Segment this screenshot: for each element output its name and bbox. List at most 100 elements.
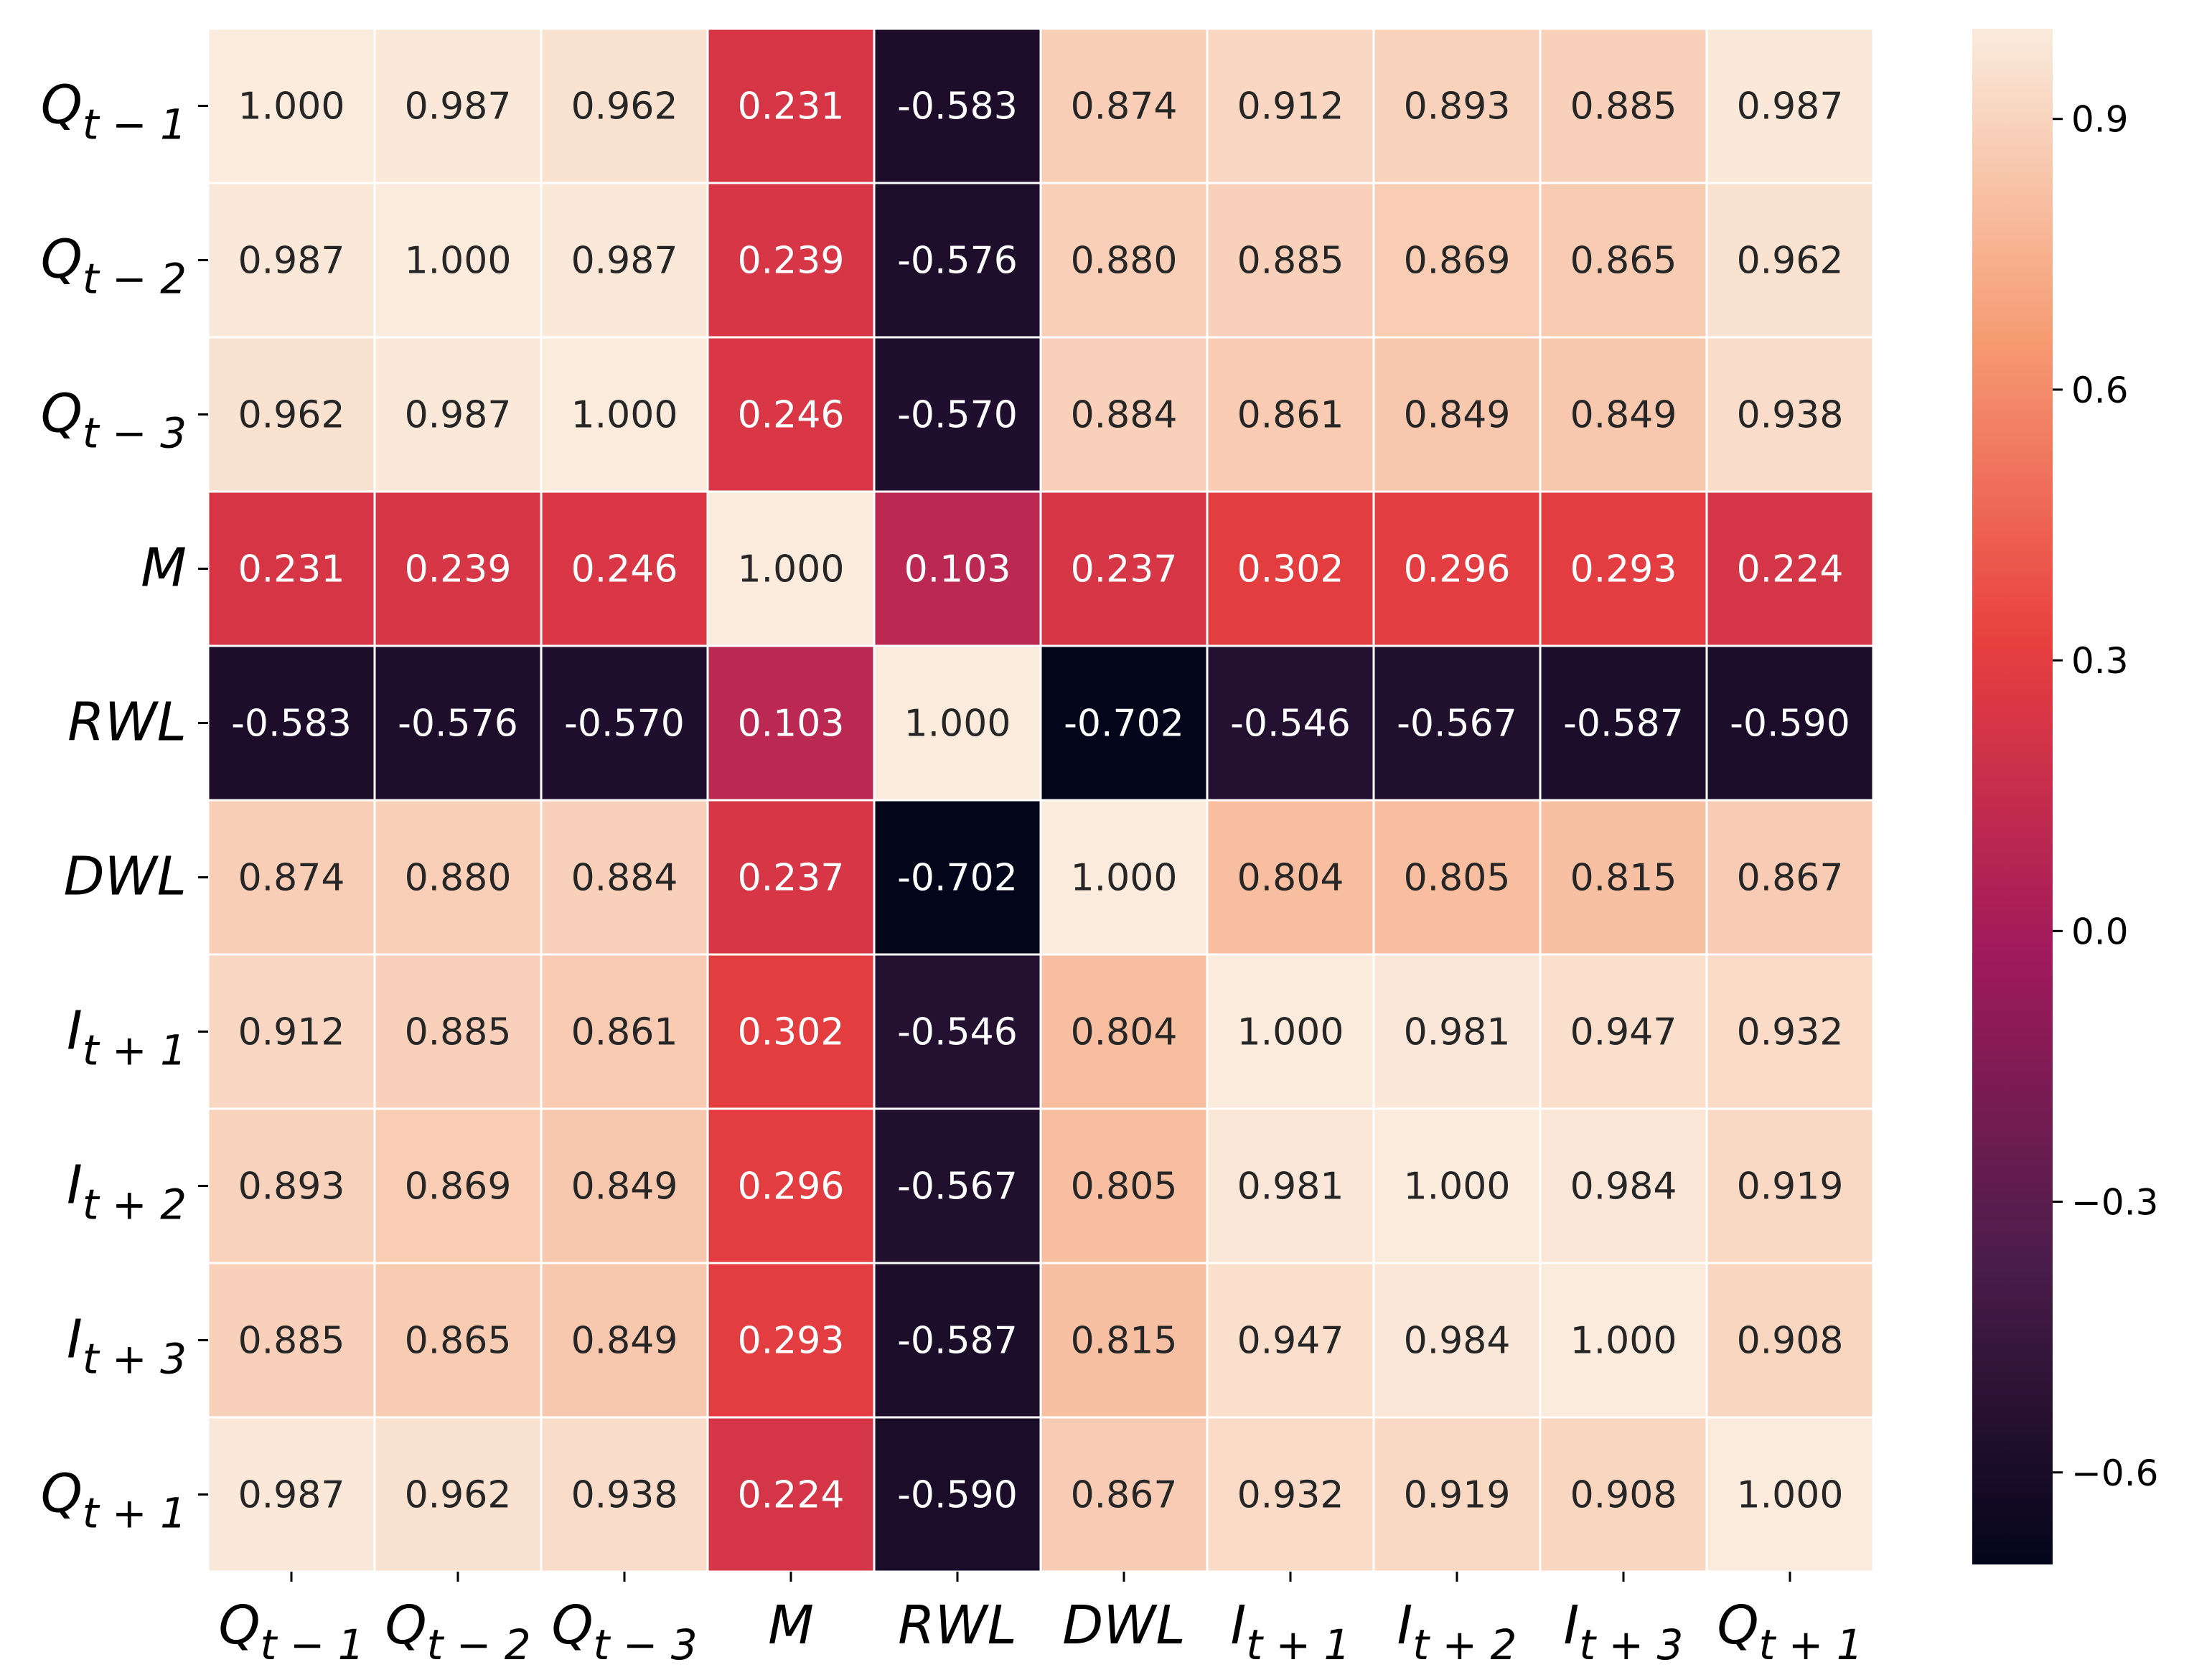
cell-value-label: 0.984: [1570, 1165, 1677, 1209]
cell-value-label: 1.000: [1737, 1474, 1844, 1517]
heatmap-cell-I_t+3-Q_t-1: [209, 1264, 374, 1417]
heatmap-cell-I_t+1-M: [708, 955, 873, 1108]
heatmap-cell-Q_t-3-Q_t+1: [1707, 338, 1872, 491]
colorbar-tick-label: −0.3: [2071, 1182, 2158, 1224]
cell-value-label: -0.567: [1397, 703, 1517, 746]
heatmap-cell-RWL-I_t+1: [1208, 647, 1373, 799]
heatmap-cell-M-Q_t-1: [209, 492, 374, 645]
cell-value-label: -0.587: [1563, 703, 1684, 746]
heatmap-cell-M-I_t+3: [1541, 492, 1706, 645]
cell-value-label: 0.919: [1404, 1474, 1511, 1517]
cell-value-label: 0.849: [1404, 394, 1511, 437]
x-tick-label-M: M: [768, 1595, 814, 1656]
colorbar-tick-label: 0.3: [2071, 640, 2129, 682]
x-tick-label-I_t+3: It + 3: [1564, 1595, 1684, 1669]
cell-value-label: 0.938: [571, 1474, 678, 1517]
heatmap-cell-Q_t-1-I_t+2: [1374, 29, 1539, 182]
cell-value-label: 0.103: [904, 548, 1011, 591]
cell-value-label: -0.590: [1730, 703, 1850, 746]
y-tick-label-Q_t-3: Qt − 3: [41, 383, 187, 458]
heatmap-cell-I_t+2-RWL: [875, 1109, 1040, 1262]
heatmap-cell-Q_t-2-I_t+1: [1208, 184, 1373, 337]
x-tick-label-Q_t-2: Qt − 2: [385, 1595, 530, 1669]
cell-value-label: 0.296: [738, 1165, 845, 1209]
x-axis-ticks: Qt − 1 Qt − 2 Qt − 3 M RWL DWL It + 1 It + 2 It …: [218, 1572, 1863, 1669]
heatmap-cell-Q_t-2-M: [708, 184, 873, 337]
heatmap-cell-DWL-DWL: [1041, 801, 1206, 954]
cell-value-label: 1.000: [1237, 1011, 1344, 1054]
heatmap-cell-DWL-M: [708, 801, 873, 954]
cell-value-label: 0.804: [1237, 857, 1344, 900]
cell-value-label: -0.583: [231, 703, 352, 746]
cell-value-label: 0.987: [405, 85, 512, 128]
cell-value-label: 0.885: [1570, 85, 1677, 128]
heatmap-cell-Q_t-2-Q_t-2: [375, 184, 540, 337]
cell-value-label: 0.919: [1737, 1165, 1844, 1209]
cell-value-label: 0.224: [738, 1474, 845, 1517]
x-tick-label-I_t+2: It + 2: [1397, 1595, 1517, 1669]
heatmap-cell-M-Q_t+1: [1707, 492, 1872, 645]
cell-value-label: 0.912: [238, 1011, 345, 1054]
cell-value-label: 0.103: [738, 703, 845, 746]
cell-value-label: -0.583: [897, 85, 1018, 128]
heatmap-cell-Q_t-2-Q_t+1: [1707, 184, 1872, 337]
cell-value-label: 0.815: [1570, 857, 1677, 900]
heatmap-cell-I_t+1-I_t+3: [1541, 955, 1706, 1108]
cell-value-label: 0.884: [571, 857, 678, 900]
cell-value-label: 0.861: [571, 1011, 678, 1054]
y-tick-label-Q_t+1: Qt + 1: [41, 1463, 187, 1538]
heatmap-cell-DWL-Q_t-1: [209, 801, 374, 954]
x-tick-label-Q_t-1: Qt − 1: [218, 1595, 364, 1669]
cell-value-label: 0.987: [238, 1474, 345, 1517]
cell-value-label: 0.815: [1071, 1320, 1178, 1363]
cell-value-label: 0.984: [1404, 1320, 1511, 1363]
heatmap-cell-Q_t-2-I_t+3: [1541, 184, 1706, 337]
heatmap-cell-M-Q_t-2: [375, 492, 540, 645]
cell-value-label: -0.570: [564, 703, 685, 746]
cell-value-label: -0.546: [1230, 703, 1351, 746]
cell-value-label: -0.587: [897, 1320, 1018, 1363]
heatmap-cell-I_t+2-I_t+1: [1208, 1109, 1373, 1262]
heatmap-cell-Q_t+1-DWL: [1041, 1418, 1206, 1571]
heatmap-cell-Q_t+1-M: [708, 1418, 873, 1571]
cell-value-label: -0.570: [897, 394, 1018, 437]
cell-value-label: -0.576: [398, 703, 518, 746]
heatmap-cell-I_t+1-DWL: [1041, 955, 1206, 1108]
cell-value-label: 0.962: [1737, 240, 1844, 283]
heatmap-cell-I_t+3-I_t+3: [1541, 1264, 1706, 1417]
heatmap-cell-Q_t-3-DWL: [1041, 338, 1206, 491]
cell-value-label: 0.893: [238, 1165, 345, 1209]
cell-value-label: 0.962: [405, 1474, 512, 1517]
cell-value-label: 1.000: [571, 394, 678, 437]
cell-value-label: 0.908: [1737, 1320, 1844, 1363]
cell-value-label: 1.000: [405, 240, 512, 283]
heatmap-cell-Q_t-3-Q_t-2: [375, 338, 540, 491]
cell-value-label: 1.000: [1570, 1320, 1677, 1363]
heatmap-cell-I_t+3-Q_t-2: [375, 1264, 540, 1417]
cell-value-label: 0.885: [1237, 240, 1344, 283]
cell-value-label: 0.246: [571, 548, 678, 591]
heatmap-cell-I_t+1-I_t+1: [1208, 955, 1373, 1108]
heatmap-cell-Q_t+1-Q_t+1: [1707, 1418, 1872, 1571]
cell-value-label: 0.987: [571, 240, 678, 283]
heatmap-cell-Q_t-1-I_t+3: [1541, 29, 1706, 182]
colorbar-tick-label: 0.6: [2071, 370, 2129, 411]
cell-value-label: 0.804: [1071, 1011, 1178, 1054]
heatmap-cell-I_t+3-RWL: [875, 1264, 1040, 1417]
cell-value-label: 0.239: [405, 548, 512, 591]
heatmap-cell-Q_t-3-Q_t-3: [542, 338, 707, 491]
heatmap-cell-Q_t-1-Q_t-2: [375, 29, 540, 182]
cell-value-label: 0.987: [405, 394, 512, 437]
heatmap-cell-Q_t-3-RWL: [875, 338, 1040, 491]
cell-value-label: 0.849: [1570, 394, 1677, 437]
heatmap-cell-DWL-I_t+1: [1208, 801, 1373, 954]
heatmap-cell-I_t+3-I_t+1: [1208, 1264, 1373, 1417]
cell-value-label: 0.849: [571, 1165, 678, 1209]
cell-value-label: 0.987: [238, 240, 345, 283]
heatmap-cell-Q_t-3-Q_t-1: [209, 338, 374, 491]
cell-value-label: 0.246: [738, 394, 845, 437]
cell-value-label: 1.000: [238, 85, 345, 128]
cell-value-label: 0.885: [405, 1011, 512, 1054]
colorbar-ticks: 0.9 0.6 0.3 0.0 −0.3 −0.6: [2053, 99, 2158, 1494]
cell-value-label: 0.932: [1737, 1011, 1844, 1054]
